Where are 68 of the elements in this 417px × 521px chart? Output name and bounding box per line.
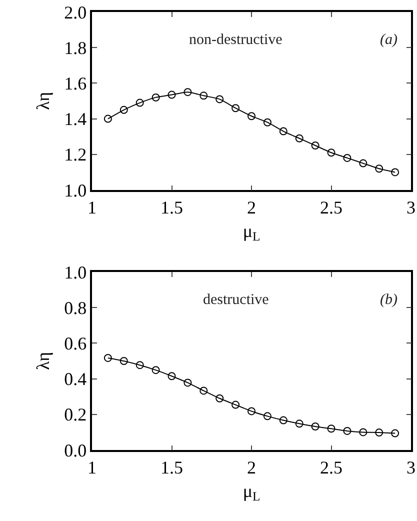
y-tick-label: 2.0 [64,2,87,22]
x-tick-label: 2 [247,457,256,478]
point [391,429,400,438]
y-tick-label: 0.2 [64,404,87,425]
point [359,159,368,168]
point [120,357,128,365]
annotation: (b) [380,292,398,308]
x-tick-label: 1 [88,457,96,478]
point [343,154,352,162]
x-tick-label: 2 [247,197,256,218]
x-tick-label: 1.5 [160,197,183,218]
point [311,422,320,430]
y-tick-label: 1.0 [64,262,87,282]
y-tick-label: 1.2 [64,144,87,165]
annotation: destructive [203,292,270,308]
point [359,428,368,436]
point [168,372,176,380]
point [263,412,272,420]
point [200,92,208,100]
x-tick-label: 2.5 [320,457,342,478]
point [184,88,192,96]
x-tick-label: 2.5 [320,197,342,218]
point [168,90,176,99]
y-tick-label: 1.4 [64,109,87,130]
point [295,420,304,428]
point [152,366,160,374]
point [120,106,128,114]
x-axis-title: μ$_{L}$ [242,480,260,504]
x-tick-label: 3 [406,457,416,478]
point [232,104,240,112]
y-tick-label: 1.6 [64,74,87,94]
point [311,142,320,150]
x-tick-label: 3 [406,197,416,218]
point [136,361,144,370]
point [184,378,192,387]
point [279,416,288,424]
y-tick-label: 0.6 [64,334,87,354]
annotation: (a) [380,32,398,48]
point [248,407,256,416]
point [263,118,272,126]
y-axis-title: λη [32,352,53,370]
x-tick-label: 1.5 [160,457,183,478]
point [216,95,224,104]
annotation: non-destructive [189,32,283,48]
point [136,98,144,107]
y-tick-label: 0.4 [64,369,87,390]
point [391,168,400,176]
point [200,386,208,395]
point [232,400,240,409]
point [216,394,224,402]
y-tick-label: 1.0 [64,180,87,200]
point [152,93,160,102]
x-axis-title: μ$_{L}$ [242,220,260,244]
y-tick-label: 1.8 [64,38,87,58]
point [327,148,336,157]
point [104,354,112,362]
y-axis-title: λη [32,92,53,110]
point [248,112,256,120]
point [375,428,384,437]
point [327,424,336,433]
point [295,134,304,142]
point [375,164,384,173]
point [343,426,352,435]
point [279,127,288,136]
x-tick-label: 1 [88,197,96,218]
y-tick-label: 0.0 [64,440,87,460]
point [104,114,112,123]
y-tick-label: 0.8 [64,298,87,318]
